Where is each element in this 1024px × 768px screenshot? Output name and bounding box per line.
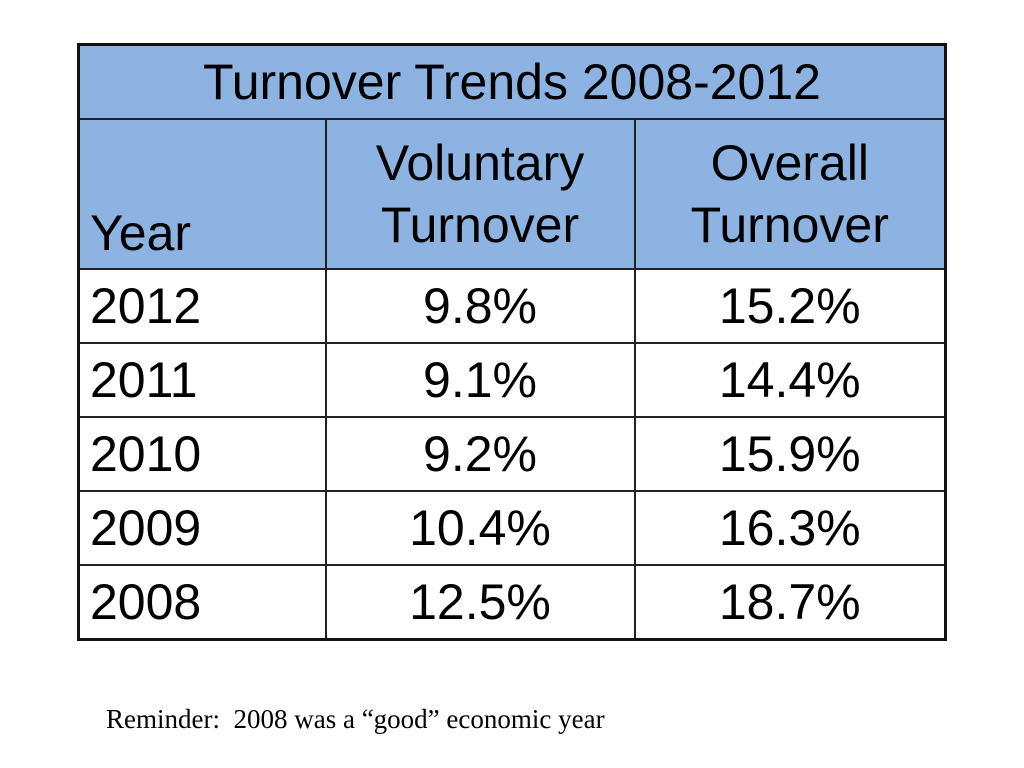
- year-cell: 2011: [77, 342, 327, 418]
- header-overall-turnover: Overall Turnover: [633, 118, 947, 270]
- table-title: Turnover Trends 2008-2012: [77, 43, 947, 120]
- voluntary-cell: 12.5%: [324, 564, 636, 641]
- voluntary-cell: 10.4%: [324, 490, 636, 566]
- overall-cell: 15.9%: [633, 416, 947, 492]
- header-year: Year: [77, 118, 327, 270]
- voluntary-cell: 9.1%: [324, 342, 636, 418]
- table-row: 2011 9.1% 14.4%: [77, 342, 947, 418]
- footnote-reminder: Reminder: 2008 was a “good” economic yea…: [106, 704, 605, 734]
- header-overall-line2: Turnover: [690, 197, 889, 253]
- turnover-table: Turnover Trends 2008-2012 Year Voluntary…: [77, 43, 948, 641]
- year-cell: 2010: [77, 416, 327, 492]
- year-cell: 2009: [77, 490, 327, 566]
- year-cell: 2012: [77, 268, 327, 344]
- overall-cell: 15.2%: [633, 268, 947, 344]
- overall-cell: 16.3%: [633, 490, 947, 566]
- voluntary-cell: 9.2%: [324, 416, 636, 492]
- header-row: Year Voluntary Turnover Overall Turnover: [77, 118, 947, 270]
- overall-cell: 14.4%: [633, 342, 947, 418]
- table-row: 2009 10.4% 16.3%: [77, 490, 947, 566]
- title-row: Turnover Trends 2008-2012: [77, 43, 947, 120]
- overall-cell: 18.7%: [633, 564, 947, 641]
- voluntary-cell: 9.8%: [324, 268, 636, 344]
- header-voluntary-line1: Voluntary: [375, 134, 585, 191]
- header-voluntary-line2: Turnover: [380, 197, 580, 253]
- header-overall-line1: Overall: [710, 134, 869, 191]
- table-row: 2010 9.2% 15.9%: [77, 416, 947, 492]
- header-voluntary-turnover: Voluntary Turnover: [324, 118, 636, 270]
- year-cell: 2008: [77, 564, 327, 641]
- table-row: 2008 12.5% 18.7%: [77, 564, 947, 641]
- table-row: 2012 9.8% 15.2%: [77, 268, 947, 344]
